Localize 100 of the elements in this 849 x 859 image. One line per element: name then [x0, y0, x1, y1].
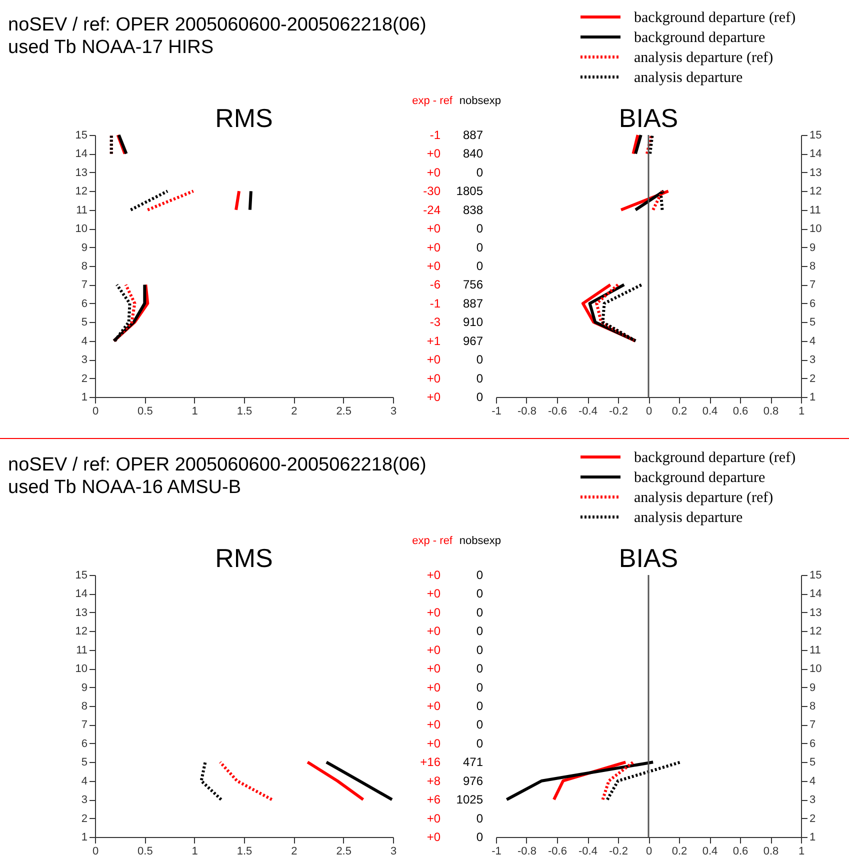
text: 0	[476, 371, 484, 386]
y-tick-label: 9	[810, 682, 816, 694]
legend-label: analysis departure (ref)	[634, 490, 774, 506]
x-tick-label: 0.2	[672, 406, 688, 418]
y-tick-label: 6	[81, 298, 88, 310]
text: 0	[476, 165, 484, 180]
x-tick-label: 2.5	[336, 406, 352, 418]
text: +0	[426, 680, 441, 694]
legend-label: background departure	[634, 470, 766, 486]
x-tick-label: 2	[291, 406, 298, 418]
y-tick-label: 14	[75, 588, 88, 600]
x-tick-label: 1	[192, 846, 198, 858]
y-tick-label: 6	[810, 738, 816, 750]
x-tick-label: 3	[390, 846, 397, 858]
y-tick-label: 15	[810, 130, 822, 142]
text: 0	[476, 811, 484, 826]
text: 887	[462, 128, 484, 142]
x-tick-label: 0	[646, 846, 652, 858]
legend-label: analysis departure	[634, 70, 744, 86]
text: noSEV / ref: OPER 2005060600-2005062218(06)	[8, 14, 426, 36]
y-tick-label: 14	[75, 148, 88, 160]
text: -3	[430, 315, 441, 330]
text: 910	[462, 315, 484, 330]
text: 0	[476, 624, 484, 638]
x-tick-label: 0	[92, 846, 99, 858]
text: +0	[426, 240, 441, 254]
text: exp - ref	[412, 535, 454, 547]
text: +0	[426, 605, 441, 620]
text: 0	[476, 240, 484, 254]
text: nobsexp	[459, 535, 501, 547]
text: 0	[476, 830, 484, 844]
legend-label: background departure	[634, 30, 766, 46]
text: -24	[423, 202, 441, 217]
y-tick-label: 15	[75, 570, 88, 582]
y-tick-label: 8	[81, 700, 88, 712]
y-tick-label: 7	[810, 719, 816, 732]
text: -6	[430, 278, 441, 292]
y-tick-label: 2	[810, 812, 816, 825]
y-tick-label: 2	[81, 372, 88, 385]
text: 0	[476, 222, 484, 236]
x-tick-label: -0.4	[578, 406, 598, 418]
text: +0	[426, 568, 441, 582]
y-tick-label: 5	[810, 316, 816, 329]
text: 0	[476, 642, 484, 657]
y-tick-label: 14	[810, 148, 822, 160]
chart-title: RMS	[215, 543, 273, 573]
text: +0	[426, 811, 441, 826]
chart-title: RMS	[215, 103, 273, 133]
x-tick-label: 0.2	[672, 846, 688, 858]
text: +0	[426, 830, 441, 844]
x-tick-label: -1	[492, 406, 502, 418]
x-tick-label: 1	[192, 406, 198, 418]
text: +0	[426, 352, 441, 367]
x-tick-label: 0	[646, 406, 652, 418]
x-tick-label: -0.2	[609, 846, 628, 858]
x-tick-label: 0.6	[732, 846, 748, 858]
y-tick-label: 9	[81, 682, 88, 694]
y-tick-label: 1	[81, 832, 88, 844]
text: -30	[423, 184, 441, 198]
text: 0	[476, 352, 484, 367]
text: exp - ref	[412, 95, 454, 107]
text: +0	[426, 165, 441, 180]
y-tick-label: 11	[76, 644, 88, 656]
x-tick-label: -1	[492, 846, 502, 858]
text: 0	[476, 718, 484, 732]
y-tick-label: 15	[810, 570, 822, 582]
legend-label: background departure (ref)	[634, 450, 796, 466]
y-tick-label: 1	[810, 392, 816, 404]
y-tick-label: 15	[75, 130, 88, 142]
text: +1	[426, 334, 441, 348]
text: 887	[462, 296, 484, 310]
chart-title: BIAS	[618, 543, 678, 573]
text: +0	[426, 390, 441, 404]
y-tick-label: 3	[81, 354, 88, 366]
y-tick-label: 13	[810, 166, 822, 179]
text: +0	[426, 642, 441, 657]
y-tick-label: 6	[81, 738, 88, 750]
text: +8	[426, 774, 441, 788]
text: 0	[476, 680, 484, 694]
y-tick-label: 8	[810, 700, 816, 712]
y-tick-label: 11	[810, 644, 821, 656]
x-tick-label: -0.6	[548, 406, 567, 418]
y-tick-label: 7	[81, 719, 88, 732]
y-tick-label: 10	[810, 663, 822, 676]
x-tick-label: 0	[92, 406, 99, 418]
text: used Tb NOAA-17 HIRS	[8, 36, 214, 58]
text: +0	[426, 736, 441, 750]
y-tick-label: 3	[810, 354, 816, 366]
chart-title: BIAS	[618, 103, 678, 133]
x-tick-label: 1.5	[236, 406, 252, 418]
text: 840	[462, 146, 484, 161]
text: 471	[462, 755, 484, 770]
legend-label: analysis departure	[634, 510, 744, 526]
y-tick-label: 13	[75, 606, 88, 619]
text: 0	[476, 390, 484, 404]
x-tick-label: 0.5	[138, 846, 153, 858]
x-tick-label: 2.5	[336, 846, 352, 858]
x-tick-label: 0.8	[763, 406, 779, 418]
text: 0	[476, 568, 484, 582]
text: 0	[476, 736, 484, 750]
